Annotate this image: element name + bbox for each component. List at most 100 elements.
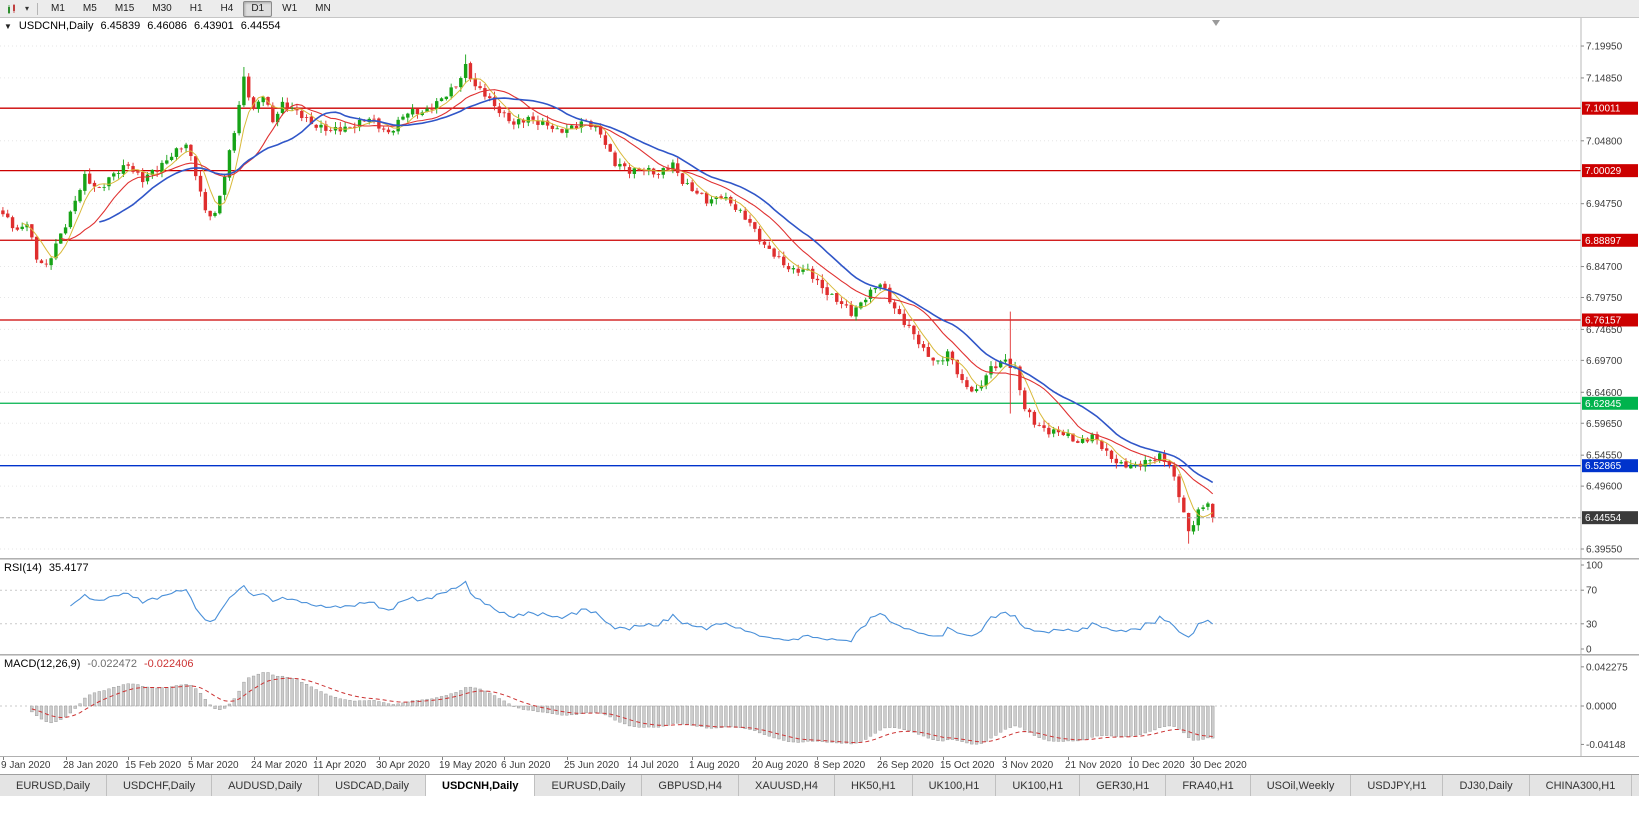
time-tick [3,757,4,760]
svg-text:6.74650: 6.74650 [1586,325,1623,336]
time-tick [943,757,944,760]
chart-tab-11[interactable]: GER30,H1 [1080,775,1167,796]
time-tick [1131,757,1132,760]
time-tick [379,757,380,760]
date-label: 28 Jan 2020 [63,760,119,771]
time-axis[interactable]: 9 Jan 2020 28 Jan 2020 15 Feb 2020 5 Mar 20… [0,756,1639,774]
time-tick [1193,757,1194,760]
svg-text:6.62845: 6.62845 [1585,399,1622,410]
svg-text:0.0000: 0.0000 [1586,702,1617,713]
price-axis: 7.19950 7.14850 7.04800 6.94750 6.84700 6.797… [1580,18,1638,558]
macd-panel: 0.042275 0.0000 -0.04148 MACD(12,26,9) -0.… [0,656,1639,756]
rsi-line [70,580,1214,643]
timeframe-button-m5[interactable]: M5 [82,2,97,14]
timeframe-button-m15[interactable]: M15 [114,2,135,14]
time-tick [254,757,255,760]
chart-tab-17[interactable]: USOil, [1632,775,1639,796]
moving-averages [22,78,1214,518]
timeframe-button-d1[interactable]: D1 [243,0,273,17]
timeframe-button-h1[interactable]: H1 [189,2,203,14]
date-label: 15 Oct 2020 [940,760,995,771]
time-tick [692,757,693,760]
svg-text:70: 70 [1586,586,1598,597]
svg-text:0.042275: 0.042275 [1586,662,1628,673]
chart-tab-4[interactable]: USDCNH,Daily [426,775,536,796]
chart-tab-3[interactable]: USDCAD,Daily [319,775,427,796]
svg-text:7.00029: 7.00029 [1585,166,1622,177]
time-tick [567,757,568,760]
date-label: 30 Apr 2020 [376,760,430,771]
time-tick [1068,757,1069,760]
rsi-chart[interactable]: 100 70 30 0 [0,560,1639,654]
time-tick [128,757,129,760]
svg-text:100: 100 [1586,561,1603,572]
chart-tab-6[interactable]: GBPUSD,H4 [642,775,739,796]
macd-chart[interactable]: 0.042275 0.0000 -0.04148 [0,656,1639,756]
chart-tab-2[interactable]: AUDUSD,Daily [212,775,320,796]
svg-text:6.76157: 6.76157 [1585,315,1622,326]
svg-text:6.84700: 6.84700 [1586,262,1623,273]
time-tick [1005,757,1006,760]
chart-tab-14[interactable]: USDJPY,H1 [1351,775,1444,796]
chart-tab-16[interactable]: CHINA300,H1 [1529,775,1633,796]
date-label: 26 Sep 2020 [877,760,934,771]
chart-tabs-bar: EURUSD,Daily USDCHF,Daily AUDUSD,Daily USDC… [0,774,1639,796]
date-label: 25 Jun 2020 [564,760,620,771]
date-label: 9 Jan 2020 [1,760,51,771]
date-label: 11 Apr 2020 [313,760,367,771]
chart-tab-5[interactable]: EURUSD,Daily [535,775,643,796]
chart-tab-1[interactable]: USDCHF,Daily [106,775,213,796]
price-chart-panel: 7.19950 7.14850 7.04800 6.94750 6.84700 6.797… [0,18,1639,558]
macd-histogram [30,672,1215,745]
timeframe-button-h4[interactable]: H4 [220,2,234,14]
candlestick-glyph [8,3,15,14]
svg-text:7.04800: 7.04800 [1586,136,1623,147]
chart-tab-7[interactable]: XAUUSD,H4 [738,775,835,796]
time-tick [630,757,631,760]
chart-tab-12[interactable]: FRA40,H1 [1166,775,1251,796]
date-label: 6 Jun 2020 [501,760,551,771]
date-label: 21 Nov 2020 [1065,760,1122,771]
chart-collapse-icon[interactable]: ▼ [4,21,12,31]
timeframe-button-m30[interactable]: M30 [152,2,172,14]
horizontal-level-lines [0,107,1581,467]
chart-tab-13[interactable]: USOil,Weekly [1250,775,1352,796]
timeframe-button-m1[interactable]: M1 [51,2,65,14]
chart-tab-8[interactable]: HK50,H1 [834,775,913,796]
macd-signal-line [31,677,1213,744]
svg-text:6.49600: 6.49600 [1586,482,1623,493]
chart-tab-9[interactable]: UK100,H1 [912,775,997,796]
svg-text:6.54550: 6.54550 [1586,451,1623,462]
time-tick [817,757,818,760]
panel-separator[interactable] [0,558,1639,560]
timeframe-button-w1[interactable]: W1 [282,2,298,14]
svg-text:6.88897: 6.88897 [1585,236,1622,247]
time-tick [191,757,192,760]
price-chart[interactable]: 7.19950 7.14850 7.04800 6.94750 6.84700 6.797… [0,18,1639,558]
svg-text:7.10011: 7.10011 [1585,104,1621,115]
chart-tab-10[interactable]: UK100,H1 [996,775,1081,796]
time-tick [880,757,881,760]
chart-type-caret-icon[interactable]: ▾ [25,4,30,13]
price-gridlines [0,45,1581,550]
svg-text:6.44554: 6.44554 [1585,513,1622,524]
svg-text:6.94750: 6.94750 [1586,199,1623,210]
rsi-panel: 100 70 30 0 RSI(14) 35.4177 [0,560,1639,654]
time-tick [316,757,317,760]
time-tick [442,757,443,760]
chart-type-icon[interactable] [4,3,22,15]
date-label: 8 Sep 2020 [814,760,866,771]
chart-tab-0[interactable]: EURUSD,Daily [0,775,107,796]
date-label: 24 Mar 2020 [251,760,308,771]
timeframe-buttons: M1 M5 M15 M30 H1 H4 D1 W1 MN [43,0,339,17]
svg-text:30: 30 [1586,619,1598,630]
svg-text:6.64600: 6.64600 [1586,388,1623,399]
panel-separator[interactable] [0,654,1639,656]
time-tick [66,757,67,760]
svg-text:-0.04148: -0.04148 [1586,740,1626,751]
chart-tab-15[interactable]: DJ30,Daily [1443,775,1530,796]
svg-text:6.52865: 6.52865 [1585,461,1622,472]
date-label: 19 May 2020 [439,760,497,771]
timeframe-button-mn[interactable]: MN [315,2,331,14]
